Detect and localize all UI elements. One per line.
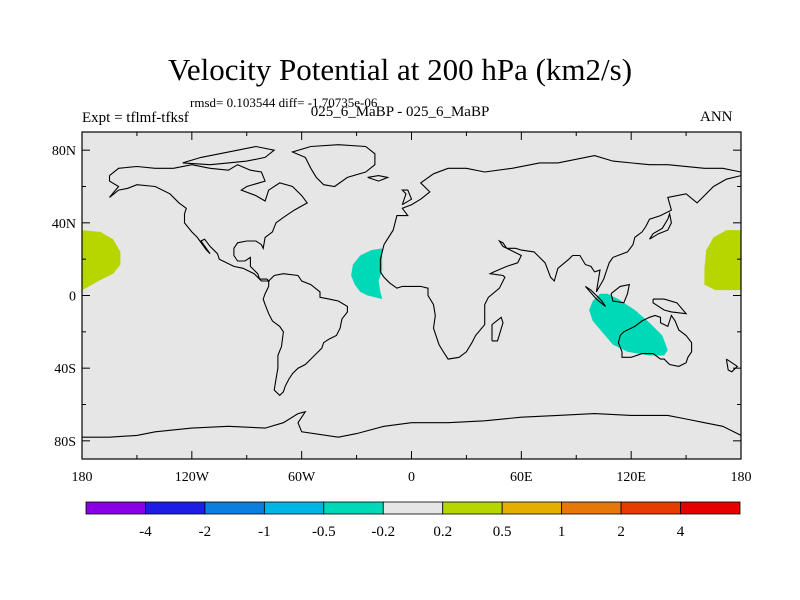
coastline-layer (82, 144, 741, 438)
y-tick-label: 40S (54, 362, 76, 377)
experiment-label: Expt = tflmf-tfksf (82, 110, 189, 126)
colorbar-label: 0.2 (433, 524, 452, 540)
colorbar-label: 4 (677, 524, 685, 540)
y-tick-label: 80S (54, 435, 76, 450)
indian-ocean-negative-anomaly (589, 293, 668, 356)
anomaly-layer (82, 230, 741, 356)
coastline (491, 316, 504, 342)
map-background (82, 132, 741, 459)
colorbar-label: -0.2 (371, 524, 395, 540)
colorbar-label: -4 (139, 524, 152, 540)
colorbar-swatch (620, 501, 681, 515)
season-label: ANN (700, 109, 733, 125)
colorbar-label: -0.5 (312, 524, 336, 540)
chart-title: Velocity Potential at 200 hPa (km2/s) (167, 52, 633, 87)
colorbar-swatch (263, 501, 325, 515)
coastline (182, 145, 276, 166)
coastline (400, 189, 413, 206)
colorbar-swatch (204, 501, 265, 515)
coastline (617, 314, 693, 367)
coastline (649, 211, 672, 240)
coastline (725, 358, 739, 373)
x-tick-label: 180 (72, 470, 93, 485)
y-tick-label: 40N (52, 217, 76, 232)
panel-title: 025_6_MaBP - 025_6_MaBP (310, 104, 490, 120)
colorbar-label: -1 (258, 524, 271, 540)
coastline (290, 144, 376, 188)
coastline (584, 285, 606, 307)
x-tick-label: 180 (731, 470, 752, 485)
stats-text: rmsd= 0.103544 diff= -1.70735e-06 (190, 95, 378, 110)
x-tick-label: 120W (175, 470, 210, 485)
colorbar-swatch (145, 501, 206, 515)
coastline (82, 410, 741, 438)
y-tick-label: 80N (52, 144, 76, 159)
x-tick-label: 60W (288, 470, 316, 485)
coastline (262, 273, 348, 397)
atlantic-negative-anomaly (351, 248, 383, 300)
coastline (379, 155, 741, 360)
colorbar-label: -2 (199, 524, 212, 540)
y-tick-label: 0 (69, 290, 76, 305)
x-tick-label: 60E (510, 470, 533, 485)
colorbar-swatch (382, 501, 444, 515)
coastline (367, 175, 390, 182)
positive-anomaly-east (704, 230, 741, 291)
coastline (108, 164, 309, 282)
positive-anomaly-west (82, 230, 121, 291)
colorbar-swatch (323, 501, 384, 515)
colorbar-label: 1 (558, 524, 566, 540)
colorbar-label: 2 (617, 524, 625, 540)
x-tick-label: 0 (408, 470, 415, 485)
coastline (610, 283, 630, 304)
colorbar-swatch (561, 501, 622, 515)
colorbar-swatch (442, 501, 503, 515)
colorbar-label: 0.5 (493, 524, 512, 540)
coastline (652, 298, 688, 315)
colorbar-swatch (680, 501, 741, 515)
colorbar-swatch (501, 501, 563, 515)
x-tick-label: 120E (616, 470, 646, 485)
colorbar-swatch (85, 501, 146, 515)
